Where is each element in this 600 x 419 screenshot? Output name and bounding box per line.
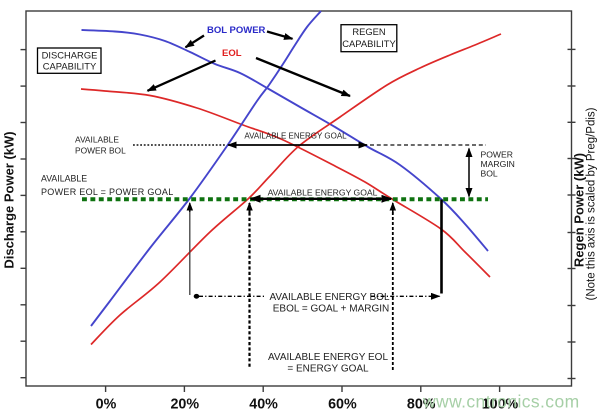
svg-text:EOL: EOL bbox=[222, 48, 242, 59]
svg-text:AVAILABLE: AVAILABLE bbox=[41, 174, 87, 184]
svg-text:AVAILABLE: AVAILABLE bbox=[75, 134, 119, 144]
svg-text:BOL POWER: BOL POWER bbox=[207, 25, 266, 36]
svg-text:Regen Power (kW): Regen Power (kW) bbox=[572, 153, 587, 267]
svg-text:(Note this axis is scaled by P: (Note this axis is scaled by Preg/Pdis) bbox=[586, 107, 598, 300]
svg-text:AVAILABLE ENERGY GOAL: AVAILABLE ENERGY GOAL bbox=[244, 132, 347, 141]
svg-text:POWER EOL = POWER GOAL: POWER EOL = POWER GOAL bbox=[41, 187, 174, 197]
svg-text:MARGIN: MARGIN bbox=[481, 159, 515, 169]
svg-text:BOL: BOL bbox=[481, 169, 498, 179]
svg-text:REGEN: REGEN bbox=[352, 26, 385, 37]
svg-text:AVAILABLE ENERGY GOAL: AVAILABLE ENERGY GOAL bbox=[268, 187, 378, 197]
svg-text:EBOL = GOAL + MARGIN: EBOL = GOAL + MARGIN bbox=[273, 304, 390, 315]
svg-text:40%: 40% bbox=[249, 397, 278, 413]
svg-text:AVAILABLE ENERGY BOL: AVAILABLE ENERGY BOL bbox=[269, 292, 389, 303]
svg-text:www.cntronics.com: www.cntronics.com bbox=[422, 391, 580, 411]
svg-text:POWER: POWER bbox=[481, 149, 513, 159]
svg-text:DISCHARGE: DISCHARGE bbox=[42, 50, 98, 61]
svg-text:100%: 100% bbox=[482, 397, 519, 413]
svg-text:20%: 20% bbox=[170, 397, 199, 413]
svg-text:POWER BOL: POWER BOL bbox=[75, 145, 126, 155]
svg-text:CAPABILITY: CAPABILITY bbox=[342, 38, 396, 49]
svg-text:AVAILABLE ENERGY EOL: AVAILABLE ENERGY EOL bbox=[268, 352, 388, 363]
svg-text:CAPABILITY: CAPABILITY bbox=[43, 61, 97, 72]
svg-text:60%: 60% bbox=[328, 397, 357, 413]
svg-text:Discharge Power (kW): Discharge Power (kW) bbox=[2, 131, 17, 268]
svg-text:= ENERGY GOAL: = ENERGY GOAL bbox=[287, 364, 369, 375]
svg-text:0%: 0% bbox=[96, 397, 117, 413]
svg-text:80%: 80% bbox=[407, 397, 436, 413]
